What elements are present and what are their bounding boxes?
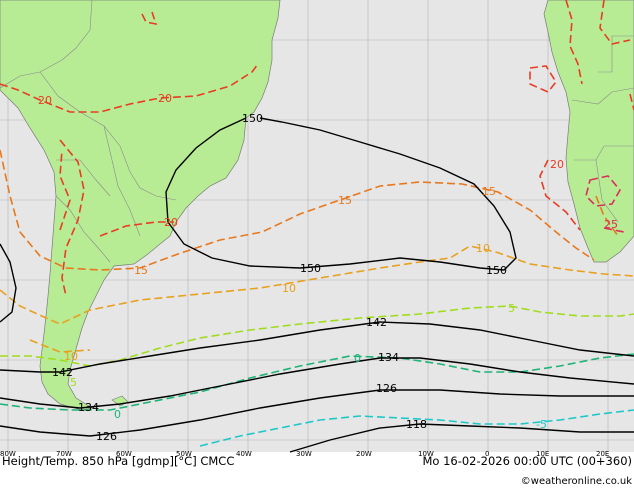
height-label: 134 xyxy=(378,351,399,364)
isotherm-0 xyxy=(0,353,634,411)
temp-label: 5 xyxy=(70,376,77,389)
isohypse-126 xyxy=(0,389,634,437)
isotherm-15 xyxy=(0,149,595,271)
isohypse-134 xyxy=(0,357,634,409)
isotherm-africa-25 xyxy=(585,175,625,233)
temperature-labels: 20 20 20 15 15 15 10 10 10 5 5 0 0 -5 20… xyxy=(38,92,618,431)
isotherm-africa-15 xyxy=(595,195,619,237)
isotherm-20-north xyxy=(0,63,259,113)
isotherm-20-south xyxy=(59,139,174,297)
height-contours xyxy=(0,117,634,453)
isohypse-150 xyxy=(165,117,517,271)
south-america-landmass xyxy=(0,0,281,411)
temp-label: 0 xyxy=(114,408,121,421)
lon-label: 60W xyxy=(116,450,132,458)
lon-label: 70W xyxy=(56,450,72,458)
height-label: 142 xyxy=(366,316,387,329)
lon-label: 10E xyxy=(536,450,549,458)
temp-label: 15 xyxy=(482,185,496,198)
lon-label: 10W xyxy=(418,450,434,458)
isotherm-africa-20 xyxy=(529,0,631,231)
lon-label: 20E xyxy=(596,450,609,458)
temp-label: 25 xyxy=(604,218,618,231)
lon-label: 20W xyxy=(356,450,372,458)
temp-label: -5 xyxy=(536,418,547,431)
temp-label: 0 xyxy=(354,352,361,365)
lon-label: 0 xyxy=(485,450,489,458)
height-label: 150 xyxy=(486,264,507,277)
credit-link[interactable]: ©weatheronline.co.uk xyxy=(521,476,632,487)
height-label: 150 xyxy=(300,262,321,275)
isotherm-10 xyxy=(0,245,634,353)
isotherm-20-east-edge xyxy=(629,93,634,111)
temp-label: 20 xyxy=(38,94,52,107)
temp-label: 15 xyxy=(134,264,148,277)
temp-label: 20 xyxy=(164,216,178,229)
isohypse-118 xyxy=(289,423,634,453)
height-label: 134 xyxy=(78,401,99,414)
height-label: 150 xyxy=(242,112,263,125)
map-caption-right: Mo 16-02-2026 00:00 UTC (00+360) xyxy=(422,454,632,468)
temp-label: 10 xyxy=(64,350,78,363)
temp-label: 20 xyxy=(550,158,564,171)
isohypse-142 xyxy=(0,321,634,373)
height-labels: 150 150 150 142 142 134 134 126 126 118 xyxy=(52,112,507,443)
height-label: 142 xyxy=(52,366,73,379)
map-caption-left: Height/Temp. 850 hPa [gdmp][°C] CMCC xyxy=(2,454,234,468)
temp-label: 20 xyxy=(158,92,172,105)
lon-label: 40W xyxy=(236,450,252,458)
temp-label: 15 xyxy=(338,194,352,207)
height-label: 118 xyxy=(406,418,427,431)
temp-label: 10 xyxy=(476,242,490,255)
temperature-contours xyxy=(0,0,634,447)
lon-label: 30W xyxy=(296,450,312,458)
height-label: 126 xyxy=(376,382,397,395)
africa-landmass xyxy=(543,0,634,263)
isohypse-150-west xyxy=(0,243,17,323)
isotherm-20-small xyxy=(141,11,158,26)
country-borders xyxy=(0,0,634,263)
isotherm-minus5 xyxy=(199,409,634,447)
longitude-labels: 80W 70W 60W 50W 40W 30W 20W 10W 0 10E 20… xyxy=(0,450,609,458)
lon-label: 50W xyxy=(176,450,192,458)
temp-label: 10 xyxy=(282,282,296,295)
lon-label: 80W xyxy=(0,450,16,458)
isotherm-5 xyxy=(0,305,634,367)
height-label: 126 xyxy=(96,430,117,443)
temp-label: 5 xyxy=(508,302,515,315)
